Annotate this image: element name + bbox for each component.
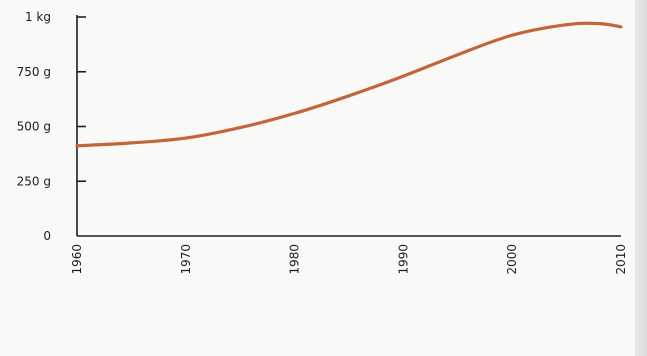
x-tick-label: 2000 [505, 244, 519, 275]
x-tick-label: 1970 [179, 244, 193, 275]
y-tick-label: 500 g [17, 120, 51, 134]
y-axis-ticks: 0 250 g 500 g 750 g 1 kg [17, 10, 86, 243]
x-axis-ticks: 1960 1970 1980 1990 2000 2010 [70, 244, 628, 275]
y-tick-label: 250 g [17, 174, 51, 188]
page-edge [635, 0, 647, 356]
x-tick-label: 2010 [614, 244, 628, 275]
series-line [75, 21, 623, 148]
chart-axes [76, 15, 621, 237]
y-tick-label: 1 kg [25, 10, 51, 24]
x-tick-label: 1960 [70, 244, 84, 275]
y-tick-label: 750 g [17, 65, 51, 79]
x-tick-label: 1990 [396, 244, 410, 275]
y-tick-label: 0 [43, 229, 51, 243]
x-tick-label: 1980 [288, 244, 302, 275]
